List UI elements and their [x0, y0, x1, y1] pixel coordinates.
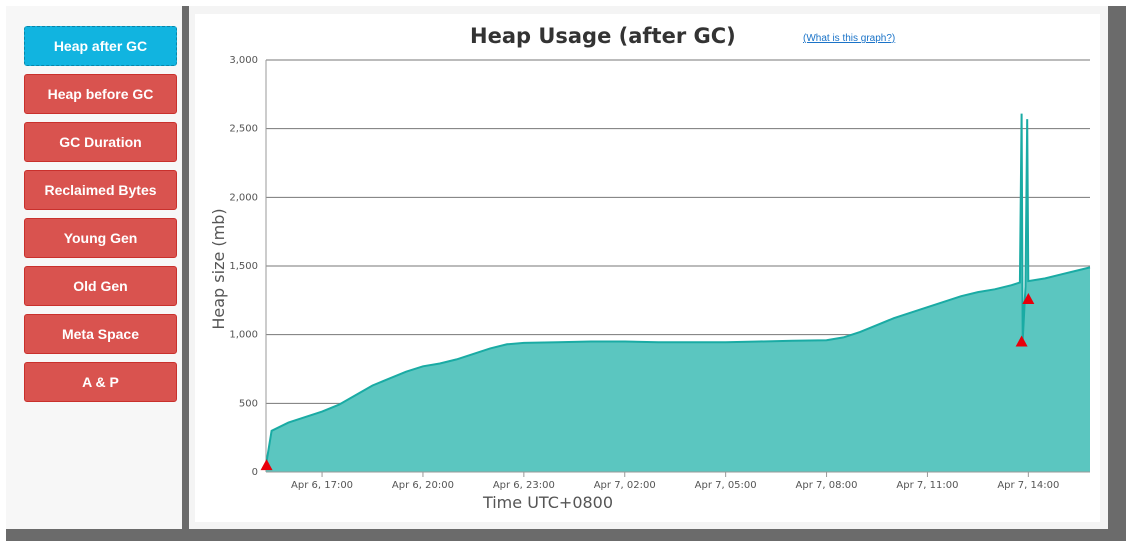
nav-button-a-p[interactable]: A & P: [24, 362, 177, 402]
x-tick-label: Apr 7, 05:00: [695, 480, 757, 491]
nav-button-meta-space[interactable]: Meta Space: [24, 314, 177, 354]
y-tick-label: 1,000: [229, 330, 258, 341]
x-tick-label: Apr 7, 08:00: [796, 480, 858, 491]
nav-button-young-gen[interactable]: Young Gen: [24, 218, 177, 258]
y-axis-label: Heap size (mb): [209, 208, 228, 329]
x-tick-label: Apr 7, 11:00: [896, 480, 958, 491]
y-tick-label: 2,500: [229, 124, 258, 135]
nav-button-old-gen[interactable]: Old Gen: [24, 266, 177, 306]
gc-marker: [1022, 292, 1035, 304]
nav-button-heap-after-gc[interactable]: Heap after GC: [24, 26, 177, 66]
y-tick-label: 1,500: [229, 261, 258, 272]
x-axis-label: Time UTC+0800: [482, 493, 613, 512]
heap-line: [265, 113, 1091, 466]
x-tick-label: Apr 6, 20:00: [392, 480, 454, 491]
nav-button-heap-before-gc[interactable]: Heap before GC: [24, 74, 177, 114]
heap-area: [266, 113, 1090, 472]
y-tick-label: 3,000: [229, 55, 258, 66]
chart-title: Heap Usage (after GC): [470, 24, 736, 48]
gc-marker: [1015, 335, 1028, 347]
help-link[interactable]: (What is this graph?): [803, 33, 896, 44]
nav-button-reclaimed-bytes[interactable]: Reclaimed Bytes: [24, 170, 177, 210]
y-tick-label: 0: [252, 467, 258, 478]
gc-marker: [260, 459, 273, 471]
divider: [182, 6, 189, 529]
x-tick-label: Apr 7, 02:00: [594, 480, 656, 491]
nav-button-gc-duration[interactable]: GC Duration: [24, 122, 177, 162]
y-tick-label: 500: [239, 398, 258, 409]
y-tick-label: 2,000: [229, 192, 258, 203]
x-tick-label: Apr 7, 14:00: [997, 480, 1059, 491]
x-tick-label: Apr 6, 23:00: [493, 480, 555, 491]
x-tick-label: Apr 6, 17:00: [291, 480, 353, 491]
